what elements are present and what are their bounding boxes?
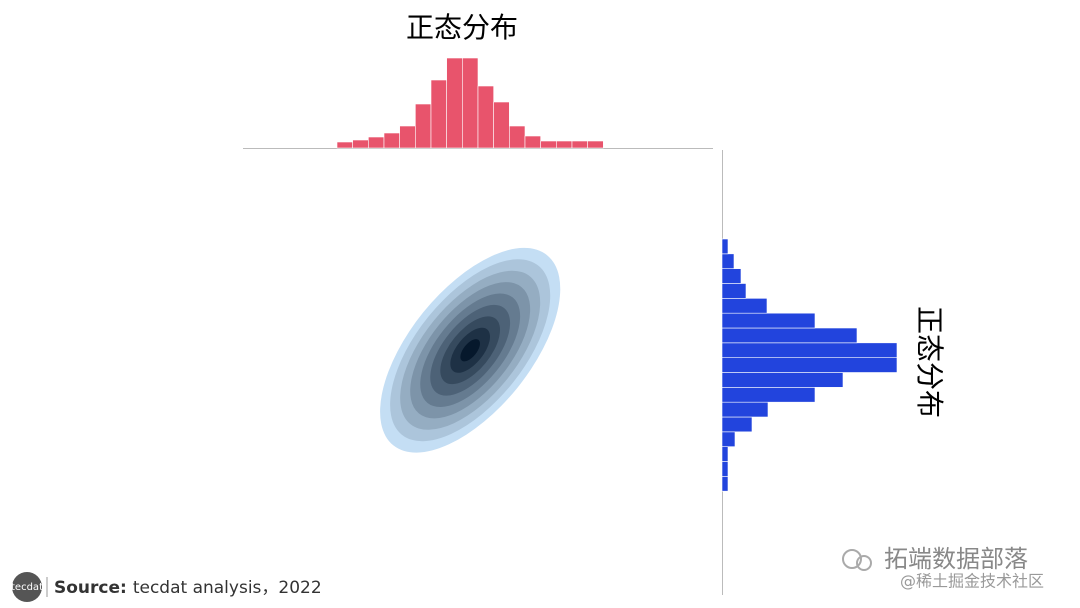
bar <box>446 57 463 149</box>
bar <box>721 446 729 462</box>
side-title: 正态分布 <box>913 306 946 418</box>
bar <box>571 140 588 149</box>
bar <box>721 312 816 329</box>
bar <box>430 79 447 149</box>
bar <box>721 372 844 388</box>
bar <box>721 327 858 344</box>
bar <box>587 140 604 149</box>
bar <box>352 139 369 149</box>
bar <box>415 103 432 149</box>
bar <box>477 85 494 149</box>
bar <box>336 141 353 149</box>
bar <box>721 253 735 269</box>
watermark-icon <box>842 549 862 569</box>
bar <box>721 268 742 284</box>
bar <box>721 342 898 358</box>
bar <box>721 431 736 447</box>
watermark-icon <box>856 555 872 571</box>
bar <box>721 387 816 403</box>
watermark-brand: 拓端数据部落 <box>884 545 1028 573</box>
bar <box>399 125 416 149</box>
bar <box>493 101 510 149</box>
bar <box>721 283 747 299</box>
source-text: tecdat analysis，2022 <box>133 578 322 598</box>
bar <box>556 140 573 149</box>
kde-contour <box>460 339 480 362</box>
bar <box>721 401 769 418</box>
bar <box>721 238 729 255</box>
bar <box>721 416 753 433</box>
source: Source: tecdat analysis，2022 <box>54 578 322 598</box>
bar <box>540 140 557 149</box>
bar <box>721 298 768 314</box>
bar <box>509 125 526 149</box>
top-title: 正态分布 <box>406 11 518 44</box>
bar <box>721 476 729 492</box>
bar <box>721 461 729 477</box>
bar <box>721 357 898 373</box>
source-label: Source: <box>54 578 127 598</box>
bar <box>524 135 541 149</box>
bar <box>462 57 479 149</box>
watermark-site: @稀土掘金技术社区 <box>900 572 1044 591</box>
logo-badge <box>12 572 42 602</box>
logo: tecdat <box>11 582 43 593</box>
bar <box>383 132 400 149</box>
bar <box>368 136 385 149</box>
